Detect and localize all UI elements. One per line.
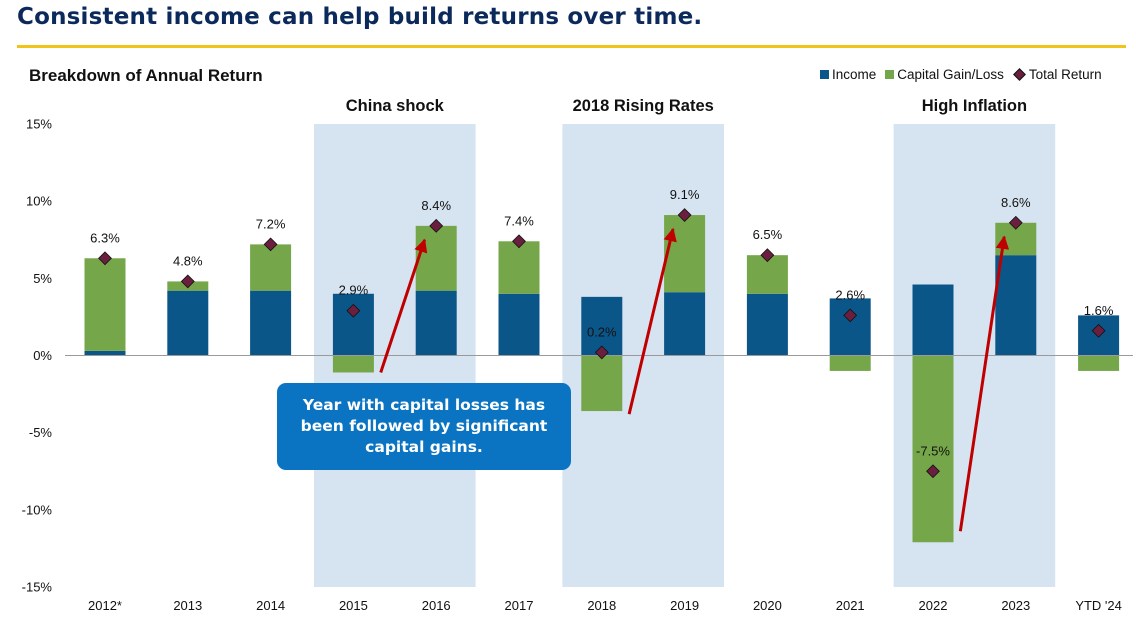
- income-bar: [250, 290, 292, 356]
- total-return-marker: [512, 234, 526, 249]
- chart-title: Breakdown of Annual Return: [29, 66, 263, 85]
- y-tick-label: 5%: [33, 271, 52, 286]
- legend-label-capital: Capital Gain/Loss: [897, 67, 1004, 82]
- capital-gain-bar: [250, 244, 292, 291]
- total-return-marker: [263, 237, 278, 252]
- legend-swatch-income: [820, 70, 829, 79]
- total-return-label: 6.5%: [753, 227, 783, 242]
- income-bar: [84, 350, 126, 356]
- x-tick-label: 2017: [505, 598, 534, 613]
- legend-item-income: Income: [820, 67, 876, 82]
- total-return-marker: [843, 308, 858, 323]
- trend-arrow-3: [958, 235, 1010, 532]
- legend-swatch-capital: [885, 70, 895, 79]
- income-bar: [332, 293, 374, 356]
- income-bar: [664, 292, 706, 356]
- x-tick-label: 2016: [422, 598, 451, 613]
- y-tick-label: 10%: [26, 194, 52, 209]
- total-return-marker: [677, 208, 692, 222]
- trend-arrow-1: [379, 238, 428, 373]
- income-bar: [746, 293, 788, 356]
- total-return-label: 1.6%: [1084, 303, 1114, 318]
- capital-gain-bar: [498, 241, 540, 294]
- capital-gain-bar: [664, 215, 706, 293]
- x-tick-label: 2013: [173, 598, 202, 613]
- legend-item-capital: Capital Gain/Loss: [885, 67, 1004, 82]
- y-tick-label: -15%: [22, 580, 53, 595]
- legend-label-income: Income: [832, 67, 877, 82]
- x-tick-label: 2015: [339, 598, 368, 613]
- x-tick-label: 2023: [1001, 598, 1030, 613]
- shaded-region-label-1: China shock: [346, 97, 445, 115]
- income-bar: [415, 290, 457, 356]
- total-return-label: 6.3%: [90, 230, 120, 245]
- total-return-label: -7.5%: [916, 443, 950, 458]
- x-tick-label: 2018: [587, 598, 616, 613]
- y-tick-label: 0%: [33, 348, 52, 363]
- capital-loss-bar: [332, 355, 374, 373]
- x-tick-label: 2012*: [88, 598, 122, 613]
- total-return-marker: [760, 248, 775, 263]
- total-return-marker: [180, 274, 195, 289]
- x-tick-label: 2020: [753, 598, 782, 613]
- income-bar: [995, 255, 1037, 356]
- total-return-label: 7.4%: [504, 213, 534, 228]
- y-tick-label: 15%: [26, 117, 52, 132]
- capital-gain-bar: [84, 258, 126, 351]
- capital-gain-bar: [415, 225, 457, 291]
- total-return-label: 7.2%: [256, 216, 286, 231]
- total-return-label: 8.6%: [1001, 195, 1031, 210]
- total-return-marker: [594, 345, 609, 360]
- legend-item-total: Total Return: [1012, 67, 1102, 82]
- total-return-label: 2.9%: [339, 283, 369, 298]
- capital-loss-bar: [912, 355, 954, 543]
- callout-box: Year with capital losses has been follow…: [277, 383, 571, 470]
- shaded-region-label-2: 2018 Rising Rates: [573, 97, 714, 115]
- y-tick-label: -5%: [29, 425, 53, 440]
- total-return-marker: [1091, 323, 1106, 338]
- total-return-marker: [98, 251, 112, 266]
- total-return-label: 2.6%: [835, 287, 865, 302]
- x-tick-label: 2019: [670, 598, 699, 613]
- legend-label-total: Total Return: [1028, 67, 1102, 82]
- income-bar: [498, 293, 540, 356]
- trend-arrow-2: [627, 227, 677, 415]
- page-title: Consistent income can help build returns…: [17, 4, 703, 30]
- income-bar: [912, 284, 954, 356]
- total-return-marker: [926, 464, 940, 479]
- capital-loss-bar: [829, 355, 871, 371]
- callout-text: Year with capital losses has been follow…: [300, 396, 548, 456]
- x-tick-label: 2022: [919, 598, 948, 613]
- capital-loss-bar: [1078, 355, 1120, 371]
- total-return-label: 0.2%: [587, 324, 617, 339]
- total-return-label: 4.8%: [173, 253, 203, 268]
- y-tick-label: -10%: [22, 502, 53, 517]
- shaded-region-label-3: High Inflation: [922, 97, 1027, 115]
- total-return-label: 8.4%: [421, 198, 451, 213]
- x-tick-label: 2021: [836, 598, 865, 613]
- x-tick-label: YTD '24: [1075, 598, 1122, 613]
- total-return-marker: [429, 218, 444, 233]
- capital-loss-bar: [581, 355, 623, 412]
- total-return-label: 9.1%: [670, 187, 700, 202]
- income-bar: [167, 290, 209, 356]
- income-bar: [829, 298, 871, 356]
- total-return-marker: [346, 303, 361, 318]
- x-tick-label: 2014: [256, 598, 285, 613]
- total-return-marker: [1008, 215, 1023, 230]
- title-divider: [17, 45, 1126, 48]
- chart-legend: Income Capital Gain/Loss Total Return: [820, 67, 1102, 82]
